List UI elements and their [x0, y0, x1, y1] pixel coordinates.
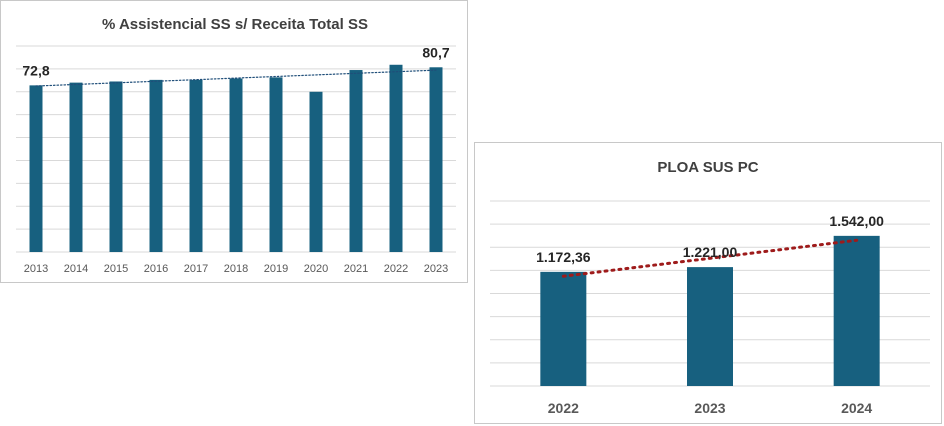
trendline [561, 238, 859, 278]
data-label: 1.172,36 [536, 249, 591, 265]
data-label: 72,8 [22, 62, 49, 78]
chart-panel-ploa: PLOA SUS PC 2022 2023 2024 1.172,36 1.221,00… [474, 142, 942, 424]
bar-2020 [309, 91, 323, 253]
bar-2016 [149, 79, 163, 253]
x-tick-label: 2023 [424, 263, 448, 275]
chart-assistencial: % Assistencial SS s/ Receita Total SS 20… [16, 16, 456, 275]
bar-2013 [29, 85, 43, 252]
x-tick-label: 2022 [548, 400, 579, 416]
x-tick-label: 2019 [264, 263, 288, 275]
data-label: 80,7 [422, 44, 449, 60]
bar-2022 [540, 271, 587, 386]
bar-2015 [109, 81, 123, 252]
bar-2024 [833, 235, 880, 386]
data-label: 1.221,00 [683, 244, 738, 260]
bar-2014 [69, 82, 83, 252]
chart-title: PLOA SUS PC [657, 159, 758, 176]
x-tick-label: 2016 [144, 263, 168, 275]
bar-2017 [189, 79, 203, 253]
x-tick-label: 2017 [184, 263, 208, 275]
bar-2019 [269, 77, 283, 252]
x-tick-label: 2015 [104, 263, 128, 275]
trendline [35, 69, 437, 87]
x-tick-label: 2013 [24, 263, 48, 275]
chart-title: % Assistencial SS s/ Receita Total SS [102, 16, 368, 33]
x-tick-label: 2024 [841, 400, 872, 416]
chart-ploa: PLOA SUS PC 2022 2023 2024 1.172,36 1.221,00… [490, 159, 930, 416]
bar-2018 [229, 78, 243, 252]
data-label: 1.542,00 [829, 213, 884, 229]
x-tick-label: 2020 [304, 263, 328, 275]
bar-2022 [389, 64, 403, 252]
chart-panel-assistencial: % Assistencial SS s/ Receita Total SS 20… [0, 0, 468, 283]
x-tick-label: 2023 [694, 400, 725, 416]
bar-2021 [349, 70, 363, 253]
bar-2023 [687, 267, 733, 386]
x-tick-label: 2021 [344, 263, 368, 275]
x-tick-label: 2014 [64, 263, 88, 275]
x-tick-label: 2018 [224, 263, 248, 275]
x-tick-label: 2022 [384, 263, 408, 275]
bar-2023 [429, 67, 443, 252]
